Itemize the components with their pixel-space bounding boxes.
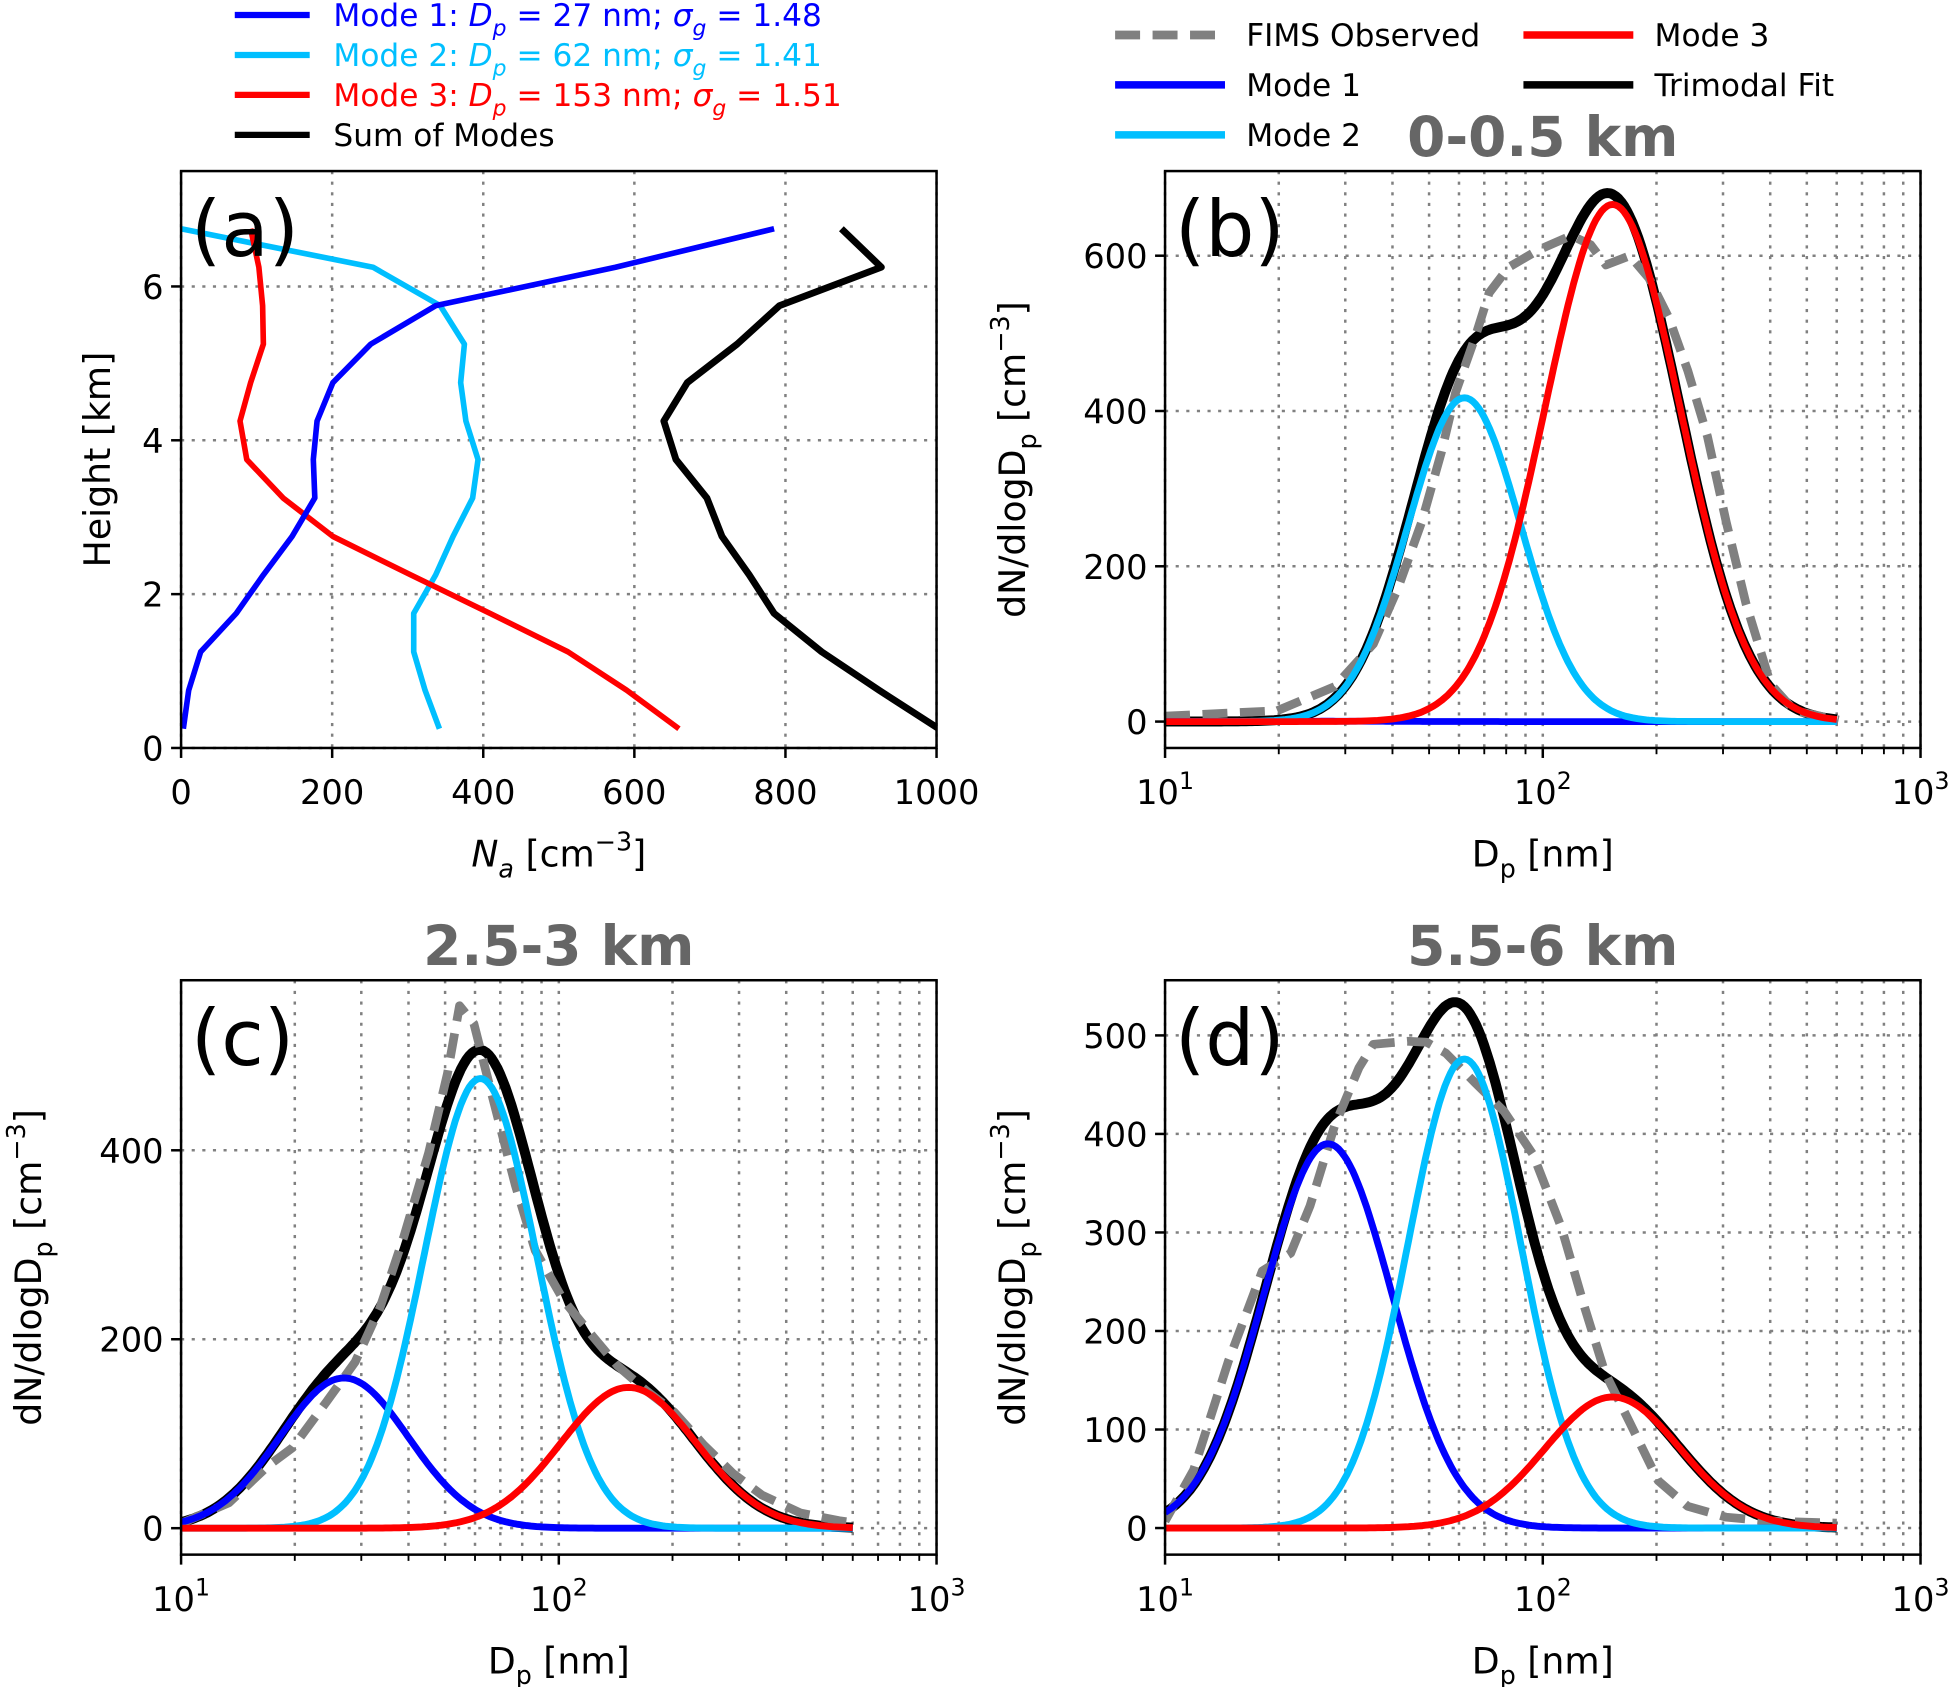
panel-label: (a)	[191, 185, 299, 275]
legend-label-sum: Sum of Modes	[333, 118, 554, 154]
y-tick-label: 400	[99, 1132, 163, 1171]
y-tick-label: 2	[142, 576, 163, 615]
legend-label-sum: Trimodal Fit	[1654, 68, 1835, 104]
x-tick-label: 102	[1514, 1574, 1572, 1619]
plot-area	[1165, 997, 1839, 1533]
panel-title: 0-0.5 km	[1407, 105, 1678, 169]
y-axis-label: dN/dlogDp [cm−3]	[1, 1109, 58, 1426]
y-axis-label: dN/dlogDp [cm−3]	[985, 301, 1042, 618]
x-tick-label: 102	[530, 1574, 588, 1619]
y-tick-label: 400	[1083, 392, 1147, 431]
y-tick-label: 300	[1083, 1214, 1147, 1253]
x-tick-label: 103	[1892, 767, 1950, 812]
x-axis-label: Dp [nm]	[1472, 1639, 1614, 1687]
y-tick-label: 200	[99, 1321, 163, 1360]
legend-size-distributions: FIMS Observed Mode 1 Mode 2 Mode 3 Trimodal …	[1115, 18, 1834, 154]
legend-label-fims: FIMS Observed	[1246, 18, 1480, 54]
y-tick-label: 200	[1083, 548, 1147, 587]
x-axis-label: Na [cm−3]	[471, 826, 646, 883]
mode3-line	[1165, 1393, 1838, 1532]
panel-c: 101 102 103 0 200 400 Dp [nm] dN/dlogDp [cm−3] (…	[1, 914, 966, 1687]
y-tick-label: 6	[142, 268, 163, 307]
fims-observed-line	[181, 1001, 854, 1528]
axes-frame	[179, 169, 938, 750]
mode3-line	[181, 1384, 854, 1532]
y-tick-label: 400	[1083, 1115, 1147, 1154]
fims-observed-line	[1165, 1036, 1837, 1528]
x-axis-label: Dp [nm]	[488, 1639, 630, 1687]
mode3-line	[1165, 200, 1838, 726]
y-tick-label: 4	[142, 422, 163, 461]
x-tick-label: 600	[602, 773, 666, 812]
x-tick-label: 400	[451, 773, 515, 812]
y-tick-label: 0	[1126, 703, 1147, 742]
legend-label-mode1: Mode 1: Dp = 27 nm; σg = 1.48	[333, 0, 821, 42]
mode1-line	[1165, 1140, 1838, 1532]
y-axis-label: dN/dlogDp [cm−3]	[985, 1109, 1042, 1426]
profile-line-mode1	[181, 226, 775, 730]
legend-label-mode3: Mode 3	[1655, 18, 1770, 54]
y-tick-label: 0	[1126, 1510, 1147, 1549]
profile-line-mode3	[237, 228, 681, 732]
legend-label-mode1: Mode 1	[1246, 68, 1361, 104]
x-tick-label: 101	[1136, 767, 1194, 812]
y-tick-label: 0	[142, 1510, 163, 1549]
panel-label: (d)	[1175, 994, 1285, 1084]
y-axis-label: Height [km]	[76, 352, 119, 568]
legend-label-mode3: Mode 3: Dp = 153 nm; σg = 1.51	[333, 78, 841, 121]
x-tick-label: 102	[1514, 767, 1572, 812]
plot-area	[1165, 188, 1840, 727]
x-tick-label: 103	[908, 1574, 966, 1619]
plot-area	[181, 226, 937, 732]
y-tick-label: 0	[142, 729, 163, 768]
panel-title: 5.5-6 km	[1407, 914, 1678, 978]
x-tick-label: 103	[1892, 1574, 1950, 1619]
legend-label-mode2: Mode 2: Dp = 62 nm; σg = 1.41	[333, 38, 821, 81]
panel-label: (c)	[191, 994, 294, 1084]
fims-observed-line	[1165, 231, 1840, 725]
profile-line-sum	[660, 226, 937, 732]
y-tick-label: 100	[1083, 1411, 1147, 1450]
panel-d: 101 102 103 0 100 200 300 400 500 Dp [nm] dN/dlogD…	[985, 914, 1950, 1687]
panel-b: 101 102 103 0 200 400 600 Dp [nm] dN/dlogDp [cm−…	[985, 105, 1950, 883]
legend-label-mode2: Mode 2	[1246, 118, 1361, 154]
x-tick-label: 800	[753, 773, 817, 812]
x-tick-label: 0	[170, 773, 191, 812]
panel-title: 2.5-3 km	[423, 914, 694, 978]
x-tick-label: 1000	[894, 773, 980, 812]
y-tick-label: 200	[1083, 1312, 1147, 1351]
panel-label: (b)	[1175, 185, 1285, 275]
x-tick-label: 101	[152, 1574, 210, 1619]
x-tick-label: 101	[1136, 1574, 1194, 1619]
panel-a: 0 200 400 600 800 1000 0 2 4 6 Na [cm−3] Height [km…	[76, 169, 980, 883]
y-tick-label: 500	[1083, 1017, 1147, 1056]
x-axis-label: Dp [nm]	[1472, 833, 1614, 884]
profile-line-mode2	[181, 226, 481, 730]
plot-area	[181, 1001, 855, 1533]
x-tick-label: 200	[300, 773, 364, 812]
y-tick-label: 600	[1083, 237, 1147, 276]
